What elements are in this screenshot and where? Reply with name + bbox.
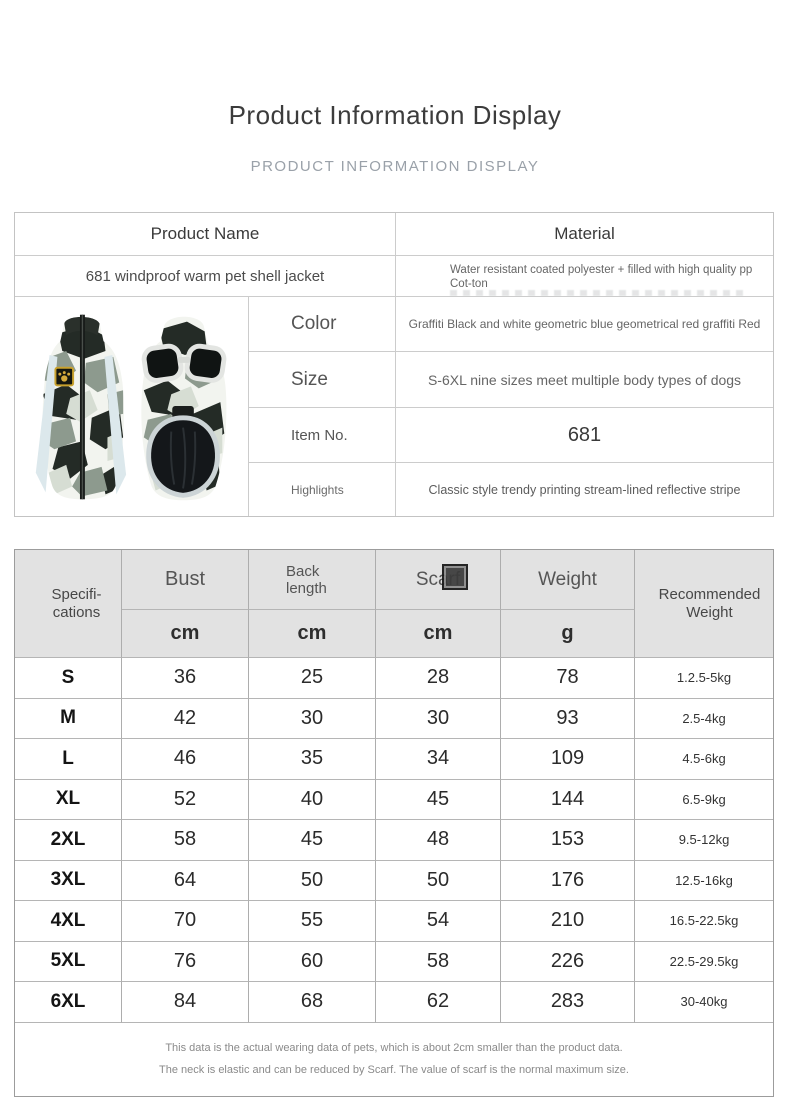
scarf-header: Scarf	[376, 550, 501, 610]
row-size: L	[15, 739, 122, 780]
product-info-table: Product Name Material 681 windproof warm…	[14, 212, 774, 517]
row-scarf: 28	[376, 658, 501, 699]
row-recommended: 22.5-29.5kg	[635, 942, 773, 982]
bust-unit: cm	[122, 610, 249, 658]
back-length-header: Back length	[249, 550, 376, 610]
row-back-length: 60	[249, 941, 376, 982]
row-back-length: 35	[249, 739, 376, 780]
row-scarf: 48	[376, 820, 501, 861]
row-scarf: 30	[376, 698, 501, 739]
footnote-2: The neck is elastic and can be reduced b…	[159, 1064, 629, 1076]
row-recommended: 12.5-16kg	[635, 861, 773, 901]
spec-header: Specifi-cations	[15, 550, 122, 658]
row-back-length: 68	[249, 982, 376, 1023]
product-image	[15, 297, 249, 516]
recommended-weight-header: Recommended Weight	[635, 550, 773, 658]
color-value: Graffiti Black and white geometric blue …	[396, 297, 773, 352]
weight-unit: g	[501, 610, 635, 658]
highlights-label: Highlights	[249, 463, 396, 516]
row-bust: 42	[122, 698, 249, 739]
back-length-unit: cm	[249, 610, 376, 658]
table-footnotes: This data is the actual wearing data of …	[15, 1023, 773, 1096]
row-weight: 283	[501, 982, 635, 1023]
row-scarf: 54	[376, 901, 501, 942]
row-scarf: 34	[376, 739, 501, 780]
row-back-length: 25	[249, 658, 376, 699]
row-recommended: 9.5-12kg	[635, 820, 773, 861]
row-size: 4XL	[15, 901, 122, 942]
row-scarf: 58	[376, 941, 501, 982]
row-scarf: 45	[376, 779, 501, 820]
row-weight: 78	[501, 658, 635, 699]
row-weight: 210	[501, 901, 635, 942]
row-weight: 153	[501, 820, 635, 861]
row-weight: 176	[501, 860, 635, 901]
row-size: S	[15, 658, 122, 699]
pet-jacket-illustration	[35, 314, 226, 500]
size-chart-table: Specifi-cations Bust Back length Scarf W…	[14, 549, 774, 1097]
color-label: Color	[249, 297, 396, 352]
page-title: Product Information Display	[228, 100, 562, 130]
row-back-length: 45	[249, 820, 376, 861]
row-bust: 76	[122, 941, 249, 982]
product-name-value: 681 windproof warm pet shell jacket	[15, 256, 396, 297]
row-weight: 144	[501, 779, 635, 820]
row-scarf: 62	[376, 982, 501, 1023]
row-size: M	[15, 698, 122, 739]
row-bust: 64	[122, 860, 249, 901]
row-bust: 36	[122, 658, 249, 699]
row-recommended: 16.5-22.5kg	[635, 901, 773, 942]
row-weight: 109	[501, 739, 635, 780]
scarf-overlay-artifact	[442, 564, 468, 590]
row-size: 5XL	[15, 941, 122, 982]
row-bust: 70	[122, 901, 249, 942]
weight-header: Weight	[501, 550, 635, 610]
size-label: Size	[249, 352, 396, 408]
footnote-1: This data is the actual wearing data of …	[165, 1042, 623, 1054]
page-subtitle: PRODUCT INFORMATION DISPLAY	[250, 158, 540, 175]
row-back-length: 55	[249, 901, 376, 942]
row-recommended: 4.5-6kg	[635, 739, 773, 780]
material-clipped-text-artifact	[450, 290, 749, 296]
row-size: 2XL	[15, 820, 122, 861]
bust-header: Bust	[122, 550, 249, 610]
row-bust: 46	[122, 739, 249, 780]
product-name-header: Product Name	[15, 213, 396, 256]
row-weight: 93	[501, 698, 635, 739]
row-bust: 58	[122, 820, 249, 861]
row-size: XL	[15, 779, 122, 820]
row-bust: 84	[122, 982, 249, 1023]
row-size: 6XL	[15, 982, 122, 1023]
size-value: S-6XL nine sizes meet multiple body type…	[396, 352, 773, 408]
item-no-value: 681	[396, 408, 773, 463]
row-recommended: 30-40kg	[635, 982, 773, 1023]
row-weight: 226	[501, 941, 635, 982]
material-header: Material	[396, 213, 773, 256]
row-back-length: 40	[249, 779, 376, 820]
row-size: 3XL	[15, 860, 122, 901]
row-recommended: 6.5-9kg	[635, 780, 773, 820]
material-value: Water resistant coated polyester + fille…	[396, 256, 773, 297]
row-recommended: 1.2.5-5kg	[635, 658, 773, 699]
highlights-value: Classic style trendy printing stream-lin…	[428, 482, 741, 497]
row-bust: 52	[122, 779, 249, 820]
row-scarf: 50	[376, 860, 501, 901]
scarf-unit: cm	[376, 610, 501, 658]
row-recommended: 2.5-4kg	[635, 699, 773, 739]
row-back-length: 30	[249, 698, 376, 739]
material-text: Water resistant coated polyester + fille…	[450, 264, 753, 290]
item-no-label: Item No.	[249, 408, 396, 463]
row-back-length: 50	[249, 860, 376, 901]
